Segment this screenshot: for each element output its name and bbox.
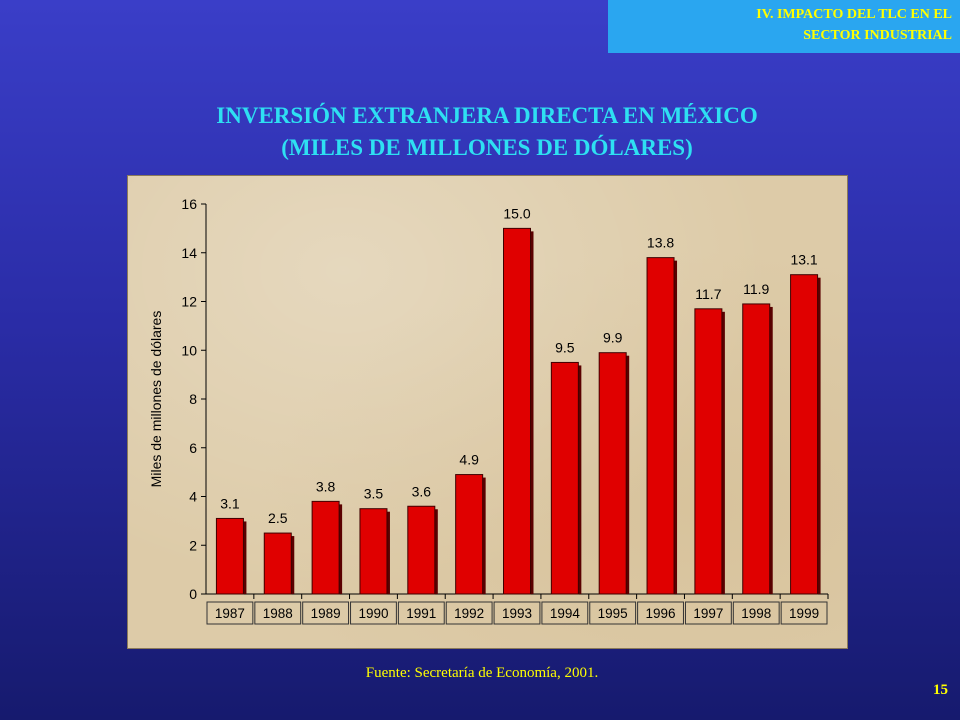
bar bbox=[407, 505, 436, 595]
bar bbox=[215, 517, 244, 595]
bar bbox=[694, 308, 723, 595]
y-tick-label: 2 bbox=[189, 537, 197, 553]
source-note: Fuente: Secretaría de Economía, 2001. bbox=[365, 665, 599, 681]
slide-title-line2: (MILES DE MILLONES DE DÓLARES) bbox=[281, 135, 693, 160]
data-label: 3.8 bbox=[316, 478, 336, 494]
y-axis-title: Miles de millones de dólares bbox=[148, 311, 164, 488]
x-tick-box bbox=[206, 601, 254, 625]
bar bbox=[359, 508, 388, 595]
section-header-box: IV. IMPACTO DEL TLC EN EL SECTOR INDUSTR… bbox=[608, 0, 960, 53]
x-tick-box bbox=[350, 601, 397, 625]
x-tick-label: 1995 bbox=[598, 606, 628, 621]
x-tick-label: 1989 bbox=[311, 606, 341, 621]
x-tick-box bbox=[397, 601, 445, 625]
x-tick-label: 1997 bbox=[693, 606, 723, 621]
x-tick-box bbox=[302, 601, 350, 625]
data-label: 13.8 bbox=[647, 235, 674, 251]
bar bbox=[503, 227, 531, 595]
y-tick-label: 10 bbox=[181, 342, 197, 358]
bar bbox=[742, 303, 771, 595]
y-tick-label: 6 bbox=[189, 440, 197, 456]
x-tick-label: 1994 bbox=[550, 606, 581, 621]
x-tick-label: 1993 bbox=[502, 606, 532, 621]
data-label: 3.5 bbox=[364, 486, 384, 502]
bar-chart: 0 2 4 6 8 10 12 14 16 Miles de millones de dólare… bbox=[148, 196, 829, 625]
y-tick-label: 0 bbox=[189, 586, 197, 602]
y-tick-label: 16 bbox=[181, 196, 197, 212]
data-label: 2.5 bbox=[268, 510, 288, 526]
chart-area: 0 2 4 6 8 10 12 14 16 Miles de millones de dólare… bbox=[127, 175, 848, 649]
data-label: 9.9 bbox=[603, 330, 623, 346]
x-tick-box bbox=[445, 601, 493, 625]
bar bbox=[790, 274, 819, 595]
data-label: 11.7 bbox=[695, 286, 721, 302]
x-tick-label: 1998 bbox=[741, 606, 771, 621]
section-title-line1: IV. IMPACTO DEL TLC EN EL bbox=[756, 7, 952, 22]
x-tick-label: 1999 bbox=[789, 606, 819, 621]
x-tick-box bbox=[684, 601, 732, 625]
x-tick-label: 1996 bbox=[646, 606, 676, 621]
bar bbox=[550, 361, 579, 595]
x-tick-label: 1991 bbox=[406, 606, 436, 621]
x-tick-box bbox=[254, 601, 302, 625]
x-tick-label: 1992 bbox=[454, 606, 484, 621]
data-label: 15.0 bbox=[503, 205, 530, 221]
x-tick-box bbox=[541, 601, 589, 625]
x-tick-box bbox=[637, 601, 684, 625]
x-tick-box bbox=[732, 601, 780, 625]
data-label: 13.1 bbox=[790, 252, 817, 268]
slide-title: INVERSIÓN EXTRANJERA DIRECTA EN MÉXICO (… bbox=[0, 100, 960, 164]
data-label: 3.6 bbox=[412, 483, 432, 499]
bar bbox=[311, 500, 340, 595]
x-tick-label: 1987 bbox=[215, 606, 245, 621]
bar bbox=[455, 474, 484, 595]
data-label: 9.5 bbox=[555, 339, 575, 355]
data-label: 11.9 bbox=[743, 281, 769, 297]
bar bbox=[263, 532, 292, 595]
bar bbox=[598, 352, 627, 595]
x-tick-label: 1988 bbox=[263, 606, 293, 621]
page-number: 15 bbox=[933, 682, 948, 698]
x-tick-box bbox=[493, 601, 541, 625]
x-tick-box bbox=[589, 601, 637, 625]
x-tick-box bbox=[780, 601, 828, 625]
data-label: 3.1 bbox=[220, 495, 240, 511]
data-label: 4.9 bbox=[459, 452, 479, 468]
section-title-line2: SECTOR INDUSTRIAL bbox=[803, 28, 952, 43]
y-tick-label: 4 bbox=[189, 489, 197, 505]
y-tick-label: 12 bbox=[181, 294, 197, 310]
bar bbox=[646, 257, 675, 595]
slide-title-line1: INVERSIÓN EXTRANJERA DIRECTA EN MÉXICO bbox=[216, 103, 758, 128]
y-tick-label: 8 bbox=[189, 391, 197, 407]
x-tick-label: 1990 bbox=[358, 606, 388, 621]
y-tick-label: 14 bbox=[181, 245, 197, 261]
